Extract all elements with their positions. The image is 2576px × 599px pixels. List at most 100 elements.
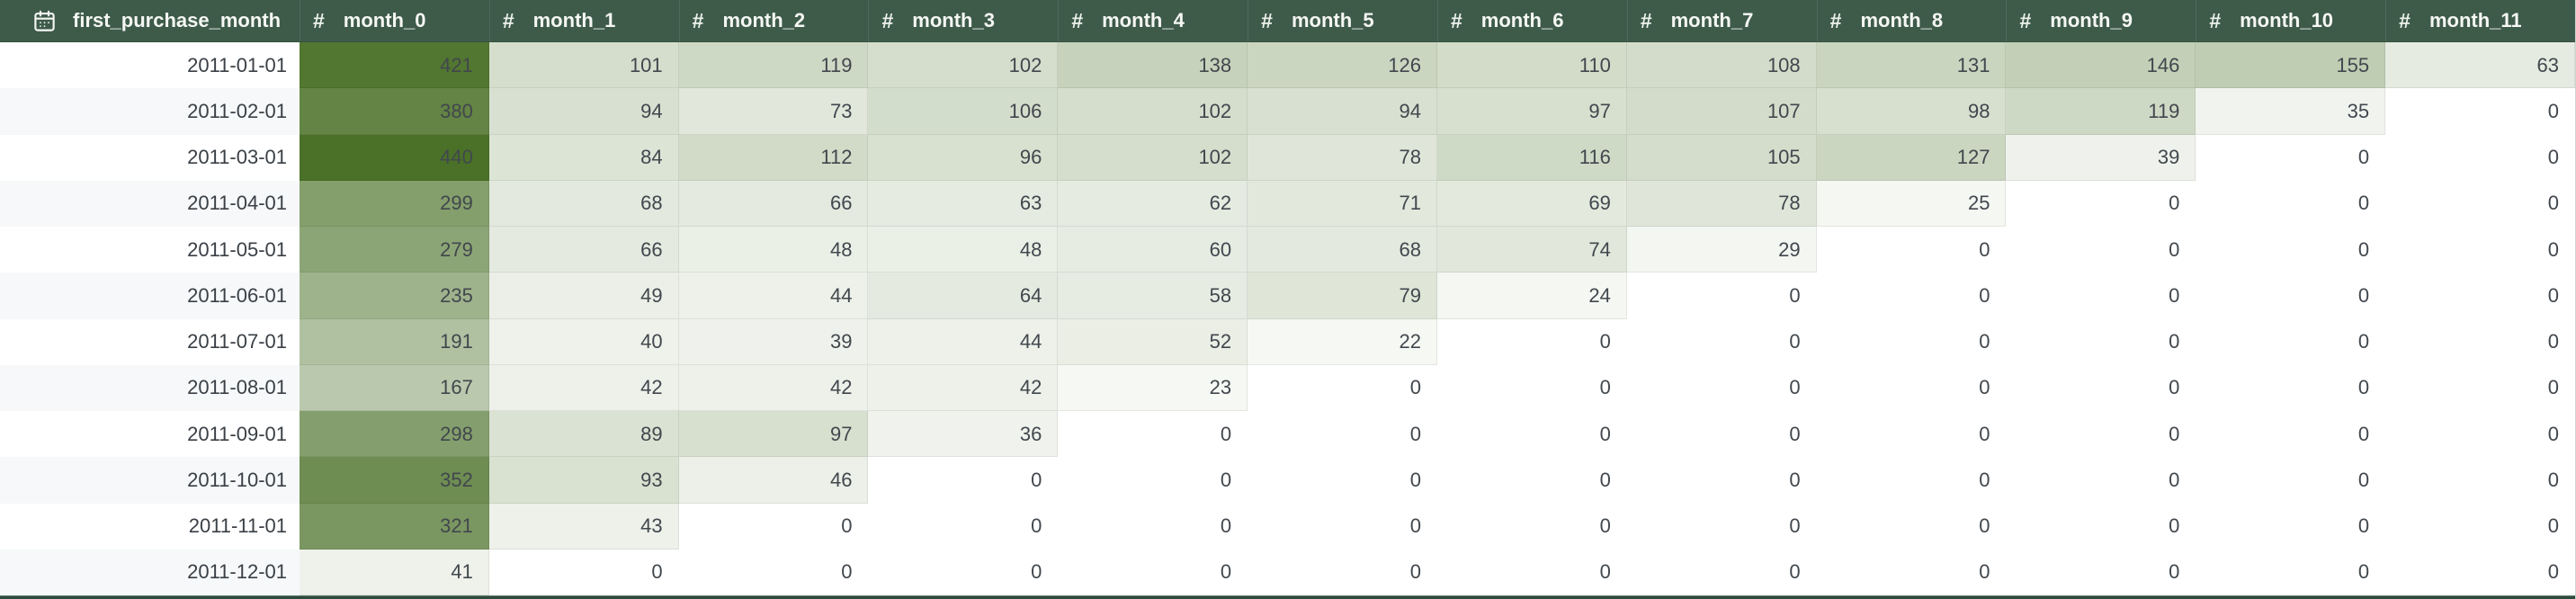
value-cell[interactable]: 0 (2006, 503, 2196, 550)
value-cell[interactable]: 0 (1816, 549, 2007, 595)
value-cell[interactable]: 298 (300, 411, 489, 458)
value-cell[interactable]: 110 (1436, 42, 1627, 89)
date-cell[interactable]: 2011-01-01 (187, 53, 287, 76)
value-cell[interactable]: 0 (1816, 227, 2007, 273)
value-cell[interactable]: 0 (1436, 549, 1627, 595)
value-cell[interactable]: 0 (1626, 318, 1817, 365)
value-cell[interactable]: 63 (2385, 42, 2575, 89)
date-cell[interactable]: 2011-08-01 (187, 376, 287, 399)
date-cell[interactable]: 2011-02-01 (187, 99, 287, 122)
value-cell[interactable]: 0 (2196, 457, 2386, 504)
value-cell[interactable]: 60 (1058, 227, 1248, 273)
value-cell[interactable]: 66 (678, 180, 869, 227)
value-cell[interactable]: 0 (2385, 457, 2575, 504)
value-cell[interactable]: 112 (678, 134, 869, 181)
value-cell[interactable]: 94 (1248, 88, 1437, 135)
value-cell[interactable]: 0 (1626, 503, 1817, 550)
value-cell[interactable]: 0 (2196, 273, 2386, 319)
value-cell[interactable]: 105 (1626, 134, 1817, 181)
value-cell[interactable]: 119 (678, 42, 869, 89)
date-cell[interactable]: 2011-10-01 (187, 468, 287, 491)
value-cell[interactable]: 68 (488, 180, 679, 227)
value-cell[interactable]: 101 (488, 42, 679, 89)
value-cell[interactable]: 0 (488, 549, 679, 595)
value-cell[interactable]: 0 (1058, 411, 1248, 458)
value-cell[interactable]: 0 (2385, 180, 2575, 227)
value-cell[interactable]: 119 (2006, 88, 2196, 135)
value-cell[interactable]: 78 (1248, 134, 1437, 181)
value-cell[interactable]: 22 (1248, 318, 1437, 365)
column-header-month_6[interactable]: # month_6 (1437, 0, 1627, 41)
value-cell[interactable]: 36 (868, 411, 1059, 458)
value-cell[interactable]: 73 (678, 88, 869, 135)
value-cell[interactable]: 0 (2196, 411, 2386, 458)
value-cell[interactable]: 0 (2006, 411, 2196, 458)
date-cell[interactable]: 2011-11-01 (188, 514, 287, 538)
value-cell[interactable]: 98 (1816, 88, 2007, 135)
column-header-month_1[interactable]: # month_1 (489, 0, 679, 41)
value-cell[interactable]: 0 (1816, 318, 2007, 365)
column-header-month_9[interactable]: # month_9 (2006, 0, 2196, 41)
value-cell[interactable]: 64 (868, 273, 1059, 319)
value-cell[interactable]: 352 (300, 457, 489, 504)
value-cell[interactable]: 299 (300, 180, 489, 227)
value-cell[interactable]: 0 (1626, 549, 1817, 595)
value-cell[interactable]: 0 (1436, 364, 1627, 411)
value-cell[interactable]: 102 (1058, 88, 1248, 135)
column-header-month_4[interactable]: # month_4 (1058, 0, 1248, 41)
value-cell[interactable]: 0 (2196, 227, 2386, 273)
value-cell[interactable]: 0 (868, 503, 1059, 550)
value-cell[interactable]: 279 (300, 227, 489, 273)
date-cell[interactable]: 2011-09-01 (187, 422, 287, 445)
value-cell[interactable]: 0 (1626, 457, 1817, 504)
value-cell[interactable]: 0 (2385, 88, 2575, 135)
value-cell[interactable]: 69 (1436, 180, 1627, 227)
value-cell[interactable]: 0 (1058, 503, 1248, 550)
value-cell[interactable]: 97 (1436, 88, 1627, 135)
value-cell[interactable]: 0 (1816, 273, 2007, 319)
value-cell[interactable]: 0 (868, 457, 1059, 504)
column-header-month_2[interactable]: # month_2 (679, 0, 869, 41)
value-cell[interactable]: 0 (1816, 503, 2007, 550)
date-cell[interactable]: 2011-03-01 (187, 146, 287, 169)
value-cell[interactable]: 0 (2006, 457, 2196, 504)
value-cell[interactable]: 107 (1626, 88, 1817, 135)
value-cell[interactable]: 0 (2006, 180, 2196, 227)
value-cell[interactable]: 42 (868, 364, 1059, 411)
value-cell[interactable]: 0 (2006, 318, 2196, 365)
value-cell[interactable]: 44 (678, 273, 869, 319)
value-cell[interactable]: 138 (1058, 42, 1248, 89)
value-cell[interactable]: 0 (2006, 549, 2196, 595)
value-cell[interactable]: 0 (2385, 549, 2575, 595)
value-cell[interactable]: 89 (488, 411, 679, 458)
value-cell[interactable]: 0 (1626, 273, 1817, 319)
value-cell[interactable]: 0 (1058, 549, 1248, 595)
value-cell[interactable]: 0 (1436, 411, 1627, 458)
value-cell[interactable]: 44 (868, 318, 1059, 365)
value-cell[interactable]: 0 (1816, 457, 2007, 504)
value-cell[interactable]: 39 (2006, 134, 2196, 181)
date-cell[interactable]: 2011-07-01 (187, 330, 287, 353)
value-cell[interactable]: 96 (868, 134, 1059, 181)
column-header-month_11[interactable]: # month_11 (2385, 0, 2575, 41)
value-cell[interactable]: 35 (2196, 88, 2386, 135)
value-cell[interactable]: 40 (488, 318, 679, 365)
value-cell[interactable]: 0 (678, 503, 869, 550)
value-cell[interactable]: 0 (2385, 503, 2575, 550)
value-cell[interactable]: 48 (868, 227, 1059, 273)
value-cell[interactable]: 0 (2385, 411, 2575, 458)
value-cell[interactable]: 94 (488, 88, 679, 135)
value-cell[interactable]: 126 (1248, 42, 1437, 89)
column-header-month_10[interactable]: # month_10 (2196, 0, 2385, 41)
value-cell[interactable]: 421 (300, 42, 489, 89)
column-header-month_5[interactable]: # month_5 (1248, 0, 1437, 41)
value-cell[interactable]: 0 (1626, 364, 1817, 411)
value-cell[interactable]: 93 (488, 457, 679, 504)
value-cell[interactable]: 49 (488, 273, 679, 319)
value-cell[interactable]: 68 (1248, 227, 1437, 273)
value-cell[interactable]: 102 (1058, 134, 1248, 181)
value-cell[interactable]: 0 (2385, 273, 2575, 319)
value-cell[interactable]: 0 (2006, 273, 2196, 319)
column-header-month_7[interactable]: # month_7 (1627, 0, 1817, 41)
value-cell[interactable]: 0 (1436, 457, 1627, 504)
